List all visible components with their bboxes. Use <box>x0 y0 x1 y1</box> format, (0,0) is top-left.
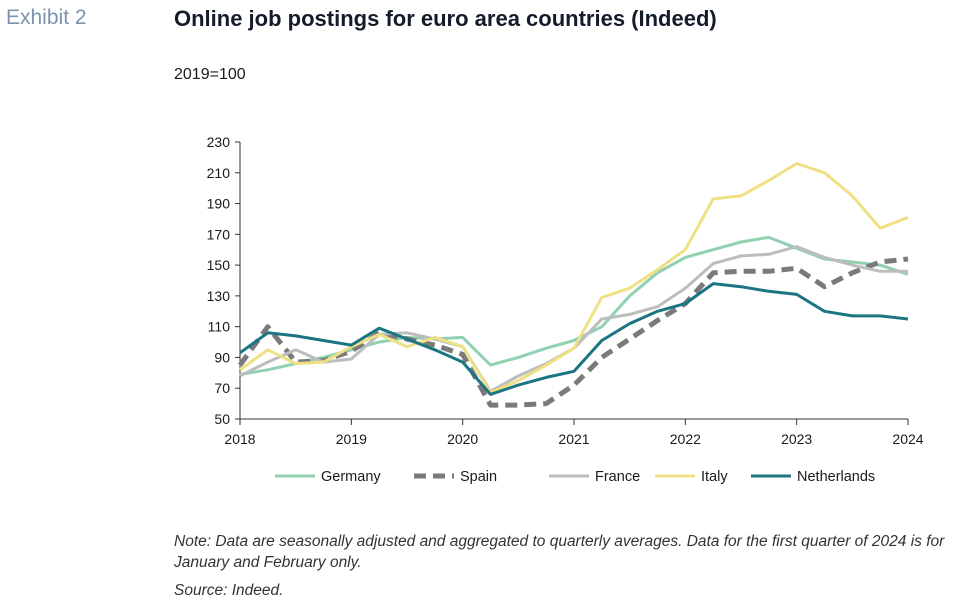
legend-label-germany: Germany <box>321 469 381 485</box>
y-tick-label: 230 <box>207 134 231 150</box>
y-tick-label: 150 <box>207 257 231 273</box>
x-tick-label: 2019 <box>336 431 367 447</box>
series-line-italy <box>239 162 909 395</box>
series-line-spain <box>237 256 909 408</box>
y-tick-label: 50 <box>214 411 230 427</box>
chart-axes: 50 70 90 110 130 150 170 190 210 230 2018 2019 2020 2… <box>207 134 924 447</box>
legend-label-france: France <box>595 469 640 485</box>
line-chart: 50 70 90 110 130 150 170 190 210 230 2018 2019 2020 2… <box>207 134 924 485</box>
y-tick-label: 90 <box>214 349 230 365</box>
x-tick-label: 2024 <box>892 431 923 447</box>
x-tick-label: 2022 <box>670 431 701 447</box>
x-tick-label: 2023 <box>781 431 812 447</box>
x-tick-label: 2018 <box>224 431 255 447</box>
series-layer <box>237 162 909 408</box>
y-tick-label: 190 <box>207 196 231 212</box>
x-tick-label: 2021 <box>558 431 589 447</box>
chart-unit-label: 2019=100 <box>174 66 246 83</box>
legend-label-netherlands: Netherlands <box>797 469 875 485</box>
y-tick-label: 70 <box>214 380 230 396</box>
y-tick-label: 110 <box>208 319 231 335</box>
chart-legend: Germany Spain France Italy Netherlands <box>275 469 875 485</box>
chart-note: Note: Data are seasonally adjusted and a… <box>174 533 945 571</box>
x-tick-label: 2020 <box>447 431 478 447</box>
y-tick-label: 210 <box>207 165 231 181</box>
exhibit-label: Exhibit 2 <box>6 6 87 29</box>
legend-label-italy: Italy <box>701 469 728 485</box>
legend-label-spain: Spain <box>460 469 497 485</box>
chart-source: Source: Indeed. <box>174 582 284 599</box>
series-line-netherlands <box>239 282 909 396</box>
chart-title: Online job postings for euro area countr… <box>174 6 717 31</box>
y-tick-label: 130 <box>207 288 231 304</box>
y-tick-label: 170 <box>207 226 231 242</box>
